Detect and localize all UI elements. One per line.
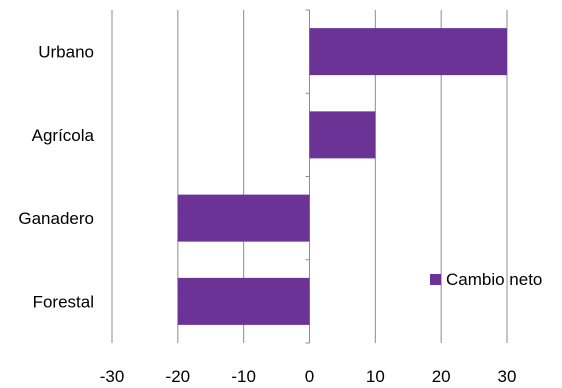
category-label: Agrícola: [32, 126, 95, 145]
category-label: Forestal: [33, 292, 94, 311]
bar-forestal: [177, 277, 310, 325]
x-tick-label: 30: [498, 367, 517, 386]
category-labels: Urbano Agrícola Ganadero Forestal: [18, 43, 94, 312]
x-tick-label: -10: [231, 367, 256, 386]
x-tick-label: 0: [305, 367, 314, 386]
bar-agrícola: [309, 111, 376, 159]
x-tick-label: 10: [366, 367, 385, 386]
legend: Cambio neto: [430, 270, 542, 289]
category-label: Ganadero: [18, 209, 94, 228]
x-tick-label: 20: [432, 367, 451, 386]
bars: [177, 28, 507, 325]
x-tick-labels: -30 -20 -10 0 10 20 30: [100, 367, 517, 386]
x-tick-label: -20: [166, 367, 191, 386]
category-label: Urbano: [38, 43, 94, 62]
bar-ganadero: [177, 194, 310, 242]
x-tick-label: -30: [100, 367, 125, 386]
legend-swatch: [430, 274, 441, 285]
bar-urbano: [309, 28, 507, 76]
legend-label: Cambio neto: [446, 270, 542, 289]
